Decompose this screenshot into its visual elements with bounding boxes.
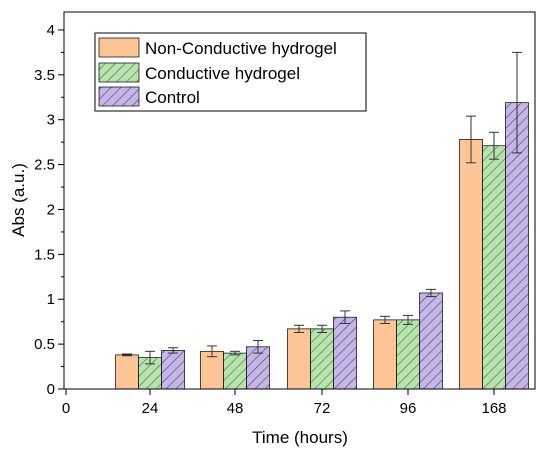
bar-conductive-hydrogel-96 [396,319,420,390]
error-bar-non-conductive-hydrogel-168 [466,115,476,164]
y-tick-label: 3 [47,112,55,129]
error-bar-control-48 [253,340,263,354]
bar-non-conductive-hydrogel-24 [115,354,139,390]
plot-area-frame [63,11,536,390]
legend-swatch-non-conductive [98,37,140,58]
y-tick-label: 1 [47,291,55,308]
error-bar-conductive-hydrogel-24 [145,350,155,365]
x-tick-label: 168 [481,400,506,417]
error-bar-conductive-hydrogel-72 [317,324,327,333]
x-tick-label: 72 [314,400,331,417]
bars-layer [115,102,529,390]
x-axis-ticks: 0 24 48 72 96 168 [62,389,507,417]
x-tick-label: 0 [62,400,70,417]
y-tick-label: 2 [47,201,55,218]
x-tick-label: 24 [142,400,159,417]
error-bars-layer [122,51,522,365]
x-tick-label: 48 [227,400,244,417]
error-bar-non-conductive-hydrogel-96 [380,315,390,324]
y-tick-label: 4 [47,22,55,39]
legend-swatch-control [98,86,140,107]
error-bar-control-96 [426,288,436,298]
legend-label-control: Control [145,88,200,107]
bar-non-conductive-hydrogel-96 [373,319,397,390]
legend-label-non-conductive: Non-Conductive hydrogel [145,39,337,58]
bar-control-24 [161,350,185,390]
error-bar-non-conductive-hydrogel-24 [122,353,132,357]
bar-conductive-hydrogel-72 [310,328,334,390]
y-tick-label: 3.5 [34,67,55,84]
bar-control-96 [419,292,443,390]
error-bar-non-conductive-hydrogel-48 [207,345,217,358]
y-tick-label: 1.5 [34,246,55,263]
x-tick-label: 96 [400,400,417,417]
error-bar-conductive-hydrogel-168 [489,131,499,160]
y-axis-ticks: 0 0.5 1 1.5 2 2.5 3 3.5 4 [34,22,64,398]
error-bar-control-168 [512,51,522,154]
legend: Non-Conductive hydrogel Conductive hydro… [94,32,367,112]
bar-control-72 [333,316,357,390]
error-bar-non-conductive-hydrogel-72 [294,324,304,333]
x-axis-title: Time (hours) [252,428,348,447]
legend-label-conductive: Conductive hydrogel [145,64,300,83]
bar-conductive-hydrogel-48 [223,352,247,390]
y-axis-title: Abs (a.u.) [9,163,28,237]
error-bar-conductive-hydrogel-96 [403,314,413,325]
y-tick-label: 0 [47,381,55,398]
error-bar-control-72 [340,310,350,324]
y-tick-label: 0.5 [34,336,55,353]
bar-conductive-hydrogel-168 [482,145,506,390]
legend-frame [94,32,367,112]
bar-non-conductive-hydrogel-168 [459,139,483,390]
legend-swatch-conductive [98,62,140,83]
error-bar-conductive-hydrogel-48 [230,350,240,356]
bar-non-conductive-hydrogel-72 [287,328,311,390]
y-tick-label: 2.5 [34,157,55,174]
error-bar-control-24 [168,347,178,354]
